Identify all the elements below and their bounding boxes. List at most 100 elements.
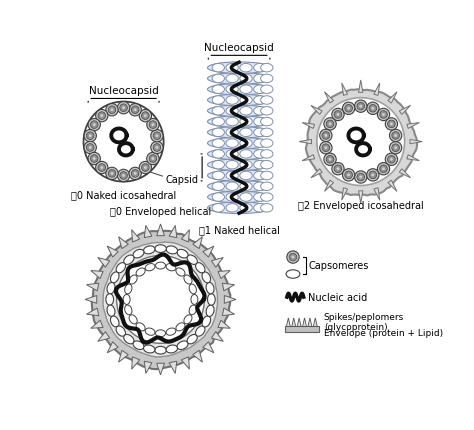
Ellipse shape [254,108,266,116]
Circle shape [342,103,355,115]
Polygon shape [359,81,363,93]
Ellipse shape [226,86,238,94]
Circle shape [355,101,367,113]
Circle shape [394,135,397,138]
Ellipse shape [129,275,137,284]
Ellipse shape [212,86,225,94]
Text: ⑂1 Naked helical: ⑂1 Naked helical [199,224,280,234]
Circle shape [91,122,98,129]
Polygon shape [374,84,380,96]
Ellipse shape [144,246,155,254]
Ellipse shape [240,129,252,137]
Ellipse shape [155,262,165,269]
Ellipse shape [196,326,205,336]
Ellipse shape [107,305,115,317]
Ellipse shape [196,263,205,273]
Polygon shape [156,363,164,375]
Text: Capsomeres: Capsomeres [309,260,369,270]
Circle shape [357,103,365,111]
Polygon shape [169,226,177,238]
Ellipse shape [116,263,126,273]
Circle shape [152,158,155,160]
Circle shape [152,124,155,127]
Ellipse shape [261,86,273,94]
Circle shape [390,130,402,142]
Circle shape [84,130,96,142]
Ellipse shape [212,194,225,202]
Ellipse shape [226,129,238,137]
Ellipse shape [261,183,273,191]
Ellipse shape [166,345,178,353]
Circle shape [385,154,398,166]
Ellipse shape [240,97,252,105]
Ellipse shape [226,172,238,180]
Circle shape [385,118,398,131]
Polygon shape [325,181,334,192]
Polygon shape [388,181,397,192]
Circle shape [120,172,128,180]
Ellipse shape [191,295,198,305]
Ellipse shape [240,172,252,180]
Circle shape [367,103,379,115]
Ellipse shape [240,86,252,94]
Ellipse shape [107,283,115,294]
Circle shape [117,256,204,344]
Circle shape [106,104,118,117]
Ellipse shape [254,97,266,105]
Polygon shape [311,169,322,178]
Polygon shape [107,246,118,258]
Ellipse shape [240,140,252,148]
Polygon shape [98,258,109,267]
Circle shape [144,115,147,118]
Ellipse shape [240,150,252,159]
Circle shape [131,107,139,114]
Circle shape [151,130,163,142]
Polygon shape [85,296,97,304]
Polygon shape [103,243,218,357]
Polygon shape [107,342,118,353]
Circle shape [347,108,350,111]
Circle shape [155,135,158,138]
Circle shape [153,132,161,140]
Ellipse shape [254,161,266,169]
Polygon shape [218,271,230,279]
Ellipse shape [124,335,134,344]
Ellipse shape [254,172,266,180]
Circle shape [369,172,377,179]
Ellipse shape [261,64,273,73]
Ellipse shape [226,194,238,202]
Polygon shape [132,230,140,243]
Polygon shape [118,350,128,362]
Polygon shape [297,318,301,327]
Ellipse shape [254,129,266,137]
Ellipse shape [240,161,252,169]
Circle shape [287,252,299,264]
Ellipse shape [226,118,238,126]
Ellipse shape [176,268,185,276]
Ellipse shape [176,323,185,331]
Polygon shape [193,237,202,249]
Polygon shape [211,332,223,341]
Ellipse shape [254,183,266,191]
Ellipse shape [254,150,266,159]
Circle shape [129,168,141,180]
Circle shape [153,144,161,152]
Text: Nucleic acid: Nucleic acid [309,292,368,302]
Ellipse shape [286,270,300,279]
Text: ⑀0 Naked icosahedral: ⑀0 Naked icosahedral [71,190,176,200]
Polygon shape [132,357,140,369]
Circle shape [394,147,397,150]
Polygon shape [144,226,152,238]
Circle shape [324,135,328,138]
Circle shape [324,147,328,150]
Text: Nucleocapsid: Nucleocapsid [89,86,158,96]
Polygon shape [299,140,311,144]
Ellipse shape [212,75,225,83]
Ellipse shape [261,194,273,202]
Ellipse shape [177,341,188,350]
Polygon shape [224,296,236,304]
Circle shape [334,111,342,119]
Ellipse shape [212,172,225,180]
Ellipse shape [254,194,266,202]
Circle shape [131,170,139,178]
